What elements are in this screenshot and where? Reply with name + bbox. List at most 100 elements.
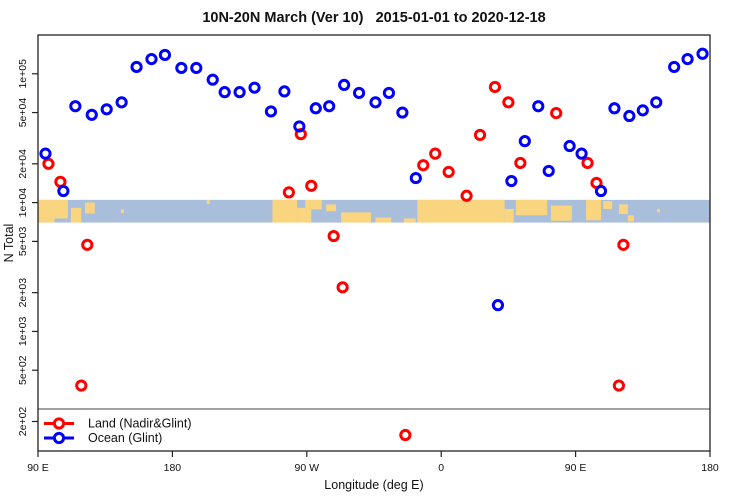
data-point xyxy=(369,96,382,109)
data-point xyxy=(309,102,322,115)
data-point xyxy=(175,61,188,75)
data-points xyxy=(39,47,709,442)
plot-box xyxy=(37,34,711,452)
data-point xyxy=(264,105,278,118)
data-point xyxy=(233,86,246,99)
data-point xyxy=(278,85,291,98)
map-band-land-patch xyxy=(341,212,372,223)
data-point xyxy=(327,229,340,243)
map-band-land-patch xyxy=(504,208,514,223)
data-point xyxy=(581,156,594,170)
data-point xyxy=(85,108,98,121)
y-tick-label: 2e+02 xyxy=(17,407,29,437)
map-band-land-patch xyxy=(326,204,336,212)
data-point xyxy=(396,106,409,119)
data-point xyxy=(42,157,55,170)
map-band-land-patch xyxy=(85,202,95,214)
map-band-land-patch xyxy=(120,209,124,214)
map-band-land-patch xyxy=(297,207,312,223)
x-tick-label: 180 xyxy=(164,462,182,474)
data-point xyxy=(100,103,113,116)
y-tick-label: 5e+04 xyxy=(17,98,29,128)
map-band-land-patch xyxy=(206,199,210,204)
data-point xyxy=(608,102,621,115)
x-axis-label: Longitude (deg E) xyxy=(324,478,423,492)
data-point xyxy=(594,184,608,198)
data-point xyxy=(460,189,473,202)
data-point xyxy=(145,53,158,66)
x-tick-label: 90 W xyxy=(295,462,320,474)
data-point xyxy=(505,174,518,188)
legend: Land (Nadir&Glint) Ocean (Glint) xyxy=(44,417,192,445)
axes: 90 E 180 90 W 0 90 E 180 2e+02 5e+02 1e+03 2e+03 5… xyxy=(17,34,719,474)
data-point xyxy=(158,48,172,62)
data-point xyxy=(542,164,555,178)
data-point xyxy=(81,238,94,251)
data-point xyxy=(563,139,576,153)
map-band-land-patch xyxy=(305,199,322,210)
data-point xyxy=(248,81,261,94)
data-point xyxy=(206,73,219,86)
legend-label-land: Land (Nadir&Glint) xyxy=(88,417,192,431)
data-point xyxy=(668,60,681,74)
data-point xyxy=(399,428,412,442)
data-point xyxy=(696,47,709,60)
data-point xyxy=(293,120,306,133)
data-point xyxy=(352,86,366,100)
x-tick-label: 180 xyxy=(701,462,719,474)
chart-title: 10N-20N March (Ver 10) 2015-01-01 to 202… xyxy=(202,10,545,26)
map-band-land-patch xyxy=(618,204,628,214)
data-point xyxy=(115,96,128,109)
y-tick-label: 1e+05 xyxy=(17,59,29,89)
data-point xyxy=(429,147,442,160)
data-point xyxy=(617,238,630,251)
data-point xyxy=(518,135,531,148)
data-point xyxy=(623,109,636,123)
data-point xyxy=(69,100,82,113)
y-tick-label: 2e+03 xyxy=(17,278,29,308)
data-point xyxy=(502,96,515,109)
data-point xyxy=(338,78,351,91)
data-point xyxy=(636,104,649,117)
map-band-land-patch xyxy=(38,199,68,219)
map-band-land-patch xyxy=(403,218,416,223)
y-tick-label: 5e+02 xyxy=(17,355,29,385)
map-band-land-patch xyxy=(627,215,634,222)
map-band-land-patch xyxy=(656,208,660,213)
y-tick-label: 5e+03 xyxy=(17,226,29,256)
data-point xyxy=(75,379,88,392)
data-point xyxy=(336,281,349,294)
map-band-land-patch xyxy=(603,201,613,209)
map-band-land-patch xyxy=(272,199,298,223)
data-point xyxy=(417,159,430,172)
x-tick-label: 90 E xyxy=(27,462,49,474)
data-point xyxy=(57,184,70,198)
legend-marker-point xyxy=(52,417,66,430)
data-point xyxy=(514,156,527,170)
y-tick-label: 1e+04 xyxy=(17,188,29,218)
data-point xyxy=(488,80,502,94)
data-point xyxy=(650,96,663,109)
data-point xyxy=(532,100,545,113)
y-tick-label: 2e+04 xyxy=(17,149,29,179)
data-point xyxy=(282,186,295,199)
data-point xyxy=(473,128,487,142)
x-tick-label: 0 xyxy=(438,462,444,474)
map-band-land-patch xyxy=(375,217,392,223)
map-band-land-patch xyxy=(417,199,505,223)
data-point xyxy=(218,86,231,99)
y-tick-label: 1e+03 xyxy=(17,317,29,347)
map-band-land-patch xyxy=(515,199,548,216)
data-point xyxy=(190,61,203,75)
data-point xyxy=(39,147,52,160)
legend-label-ocean: Ocean (Glint) xyxy=(88,431,162,445)
data-point xyxy=(323,100,336,113)
map-band-land-patch xyxy=(550,205,572,221)
legend-marker-point xyxy=(52,431,66,445)
map-band-land-patch xyxy=(70,207,82,223)
y-axis-label: N Total xyxy=(2,224,16,263)
map-band xyxy=(38,199,710,223)
data-point xyxy=(575,147,588,160)
